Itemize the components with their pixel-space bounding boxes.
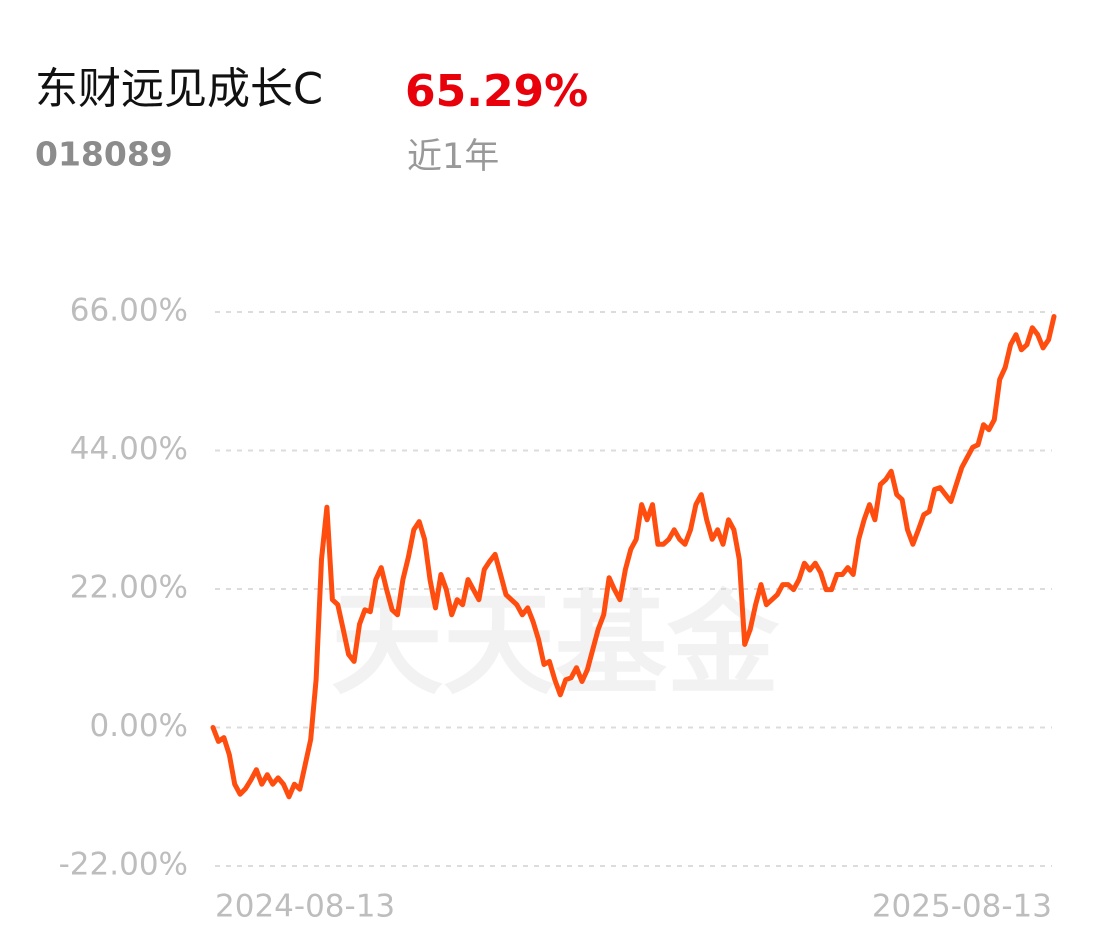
plot: 66.00% 44.00% 22.00% 0.00% -22.00% 2024-08-13… xyxy=(59,293,1057,925)
y-tick-label: 44.00% xyxy=(70,431,188,467)
y-tick-label: 22.00% xyxy=(70,570,188,606)
fund-code: 018089 xyxy=(35,135,173,174)
y-tick-label: -22.00% xyxy=(59,847,188,883)
x-tick-label: 2024-08-13 xyxy=(215,889,395,925)
fund-name: 东财远见成长C xyxy=(35,65,323,115)
return: 65.29% xyxy=(405,66,588,117)
y-tick-label: 66.00% xyxy=(70,293,188,329)
line xyxy=(210,314,1057,800)
period: 近1年 xyxy=(407,137,499,177)
y-tick-label: 0.00% xyxy=(90,708,188,744)
x-tick-label: 2025-08-13 xyxy=(872,889,1052,925)
